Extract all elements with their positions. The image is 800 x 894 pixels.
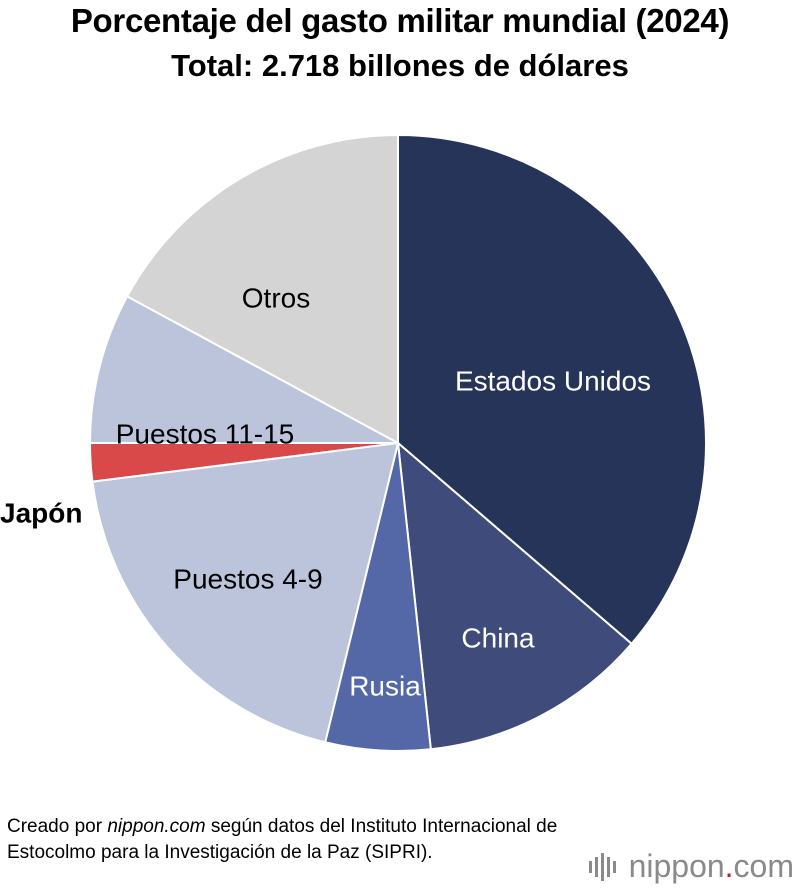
slice-label-4: Japón [0,498,82,529]
logo-dot: . [724,848,734,884]
source-suffix: según datos del Instituto Internacional … [7,816,558,863]
slice-label-3: Puestos 4-9 [173,564,322,595]
slice-label-1: China [461,623,535,654]
pie-slice-5 [88,294,399,444]
slice-label-5: Puestos 11-15 [116,419,295,450]
pie-slices [88,133,707,752]
logo-bars-icon [588,852,619,881]
slice-label-0: Estados Unidos [455,366,651,397]
logo-name: nippon [628,848,725,884]
slice-label-2: Rusia [349,671,421,702]
pie-slice-3 [91,441,400,744]
chart-subtitle: Total: 2.718 billones de dólares [171,48,629,83]
source-note: Creado por nippon.com según datos del In… [7,814,567,866]
source-prefix: Creado por [7,816,108,837]
source-site: nippon.com [107,816,206,837]
nippon-logo: nippon. com [588,848,794,885]
chart-title: Porcentaje del gasto militar mundial (20… [70,2,730,39]
logo-tld: com [733,848,794,884]
slice-label-6: Otros [242,283,310,314]
pie-labels: Estados Unidos China Rusia Puestos 4-9 Japón… [0,283,651,702]
pie-slice-6 [125,133,399,445]
pie-slice-1 [396,440,633,751]
pie-slice-0 [397,133,707,646]
